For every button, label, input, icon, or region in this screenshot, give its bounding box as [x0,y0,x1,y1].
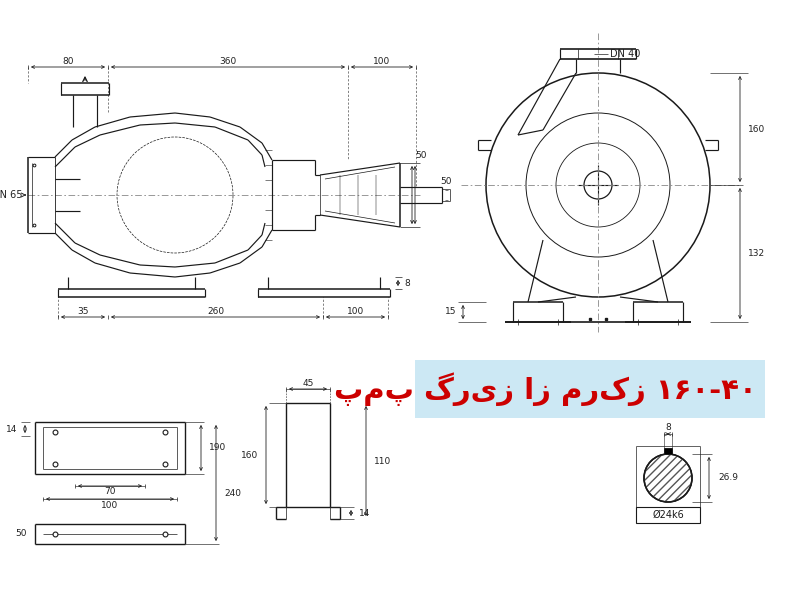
Text: 360: 360 [219,56,237,65]
Text: 8: 8 [404,279,409,288]
Text: 45: 45 [303,378,314,387]
Text: 70: 70 [105,487,116,496]
Circle shape [644,454,692,502]
Text: پمپ گریز از مرکز ۱۶۰-۴۰: پمپ گریز از مرکز ۱۶۰-۴۰ [334,372,757,406]
Text: 50: 50 [16,530,27,538]
Text: 160: 160 [748,125,765,133]
Text: DN 40: DN 40 [610,49,641,59]
Text: 80: 80 [63,56,74,65]
Text: 132: 132 [748,249,765,258]
Text: 15: 15 [444,308,456,317]
Text: 110: 110 [374,457,391,466]
Bar [664,448,672,454]
Text: 100: 100 [101,500,119,509]
Text: 26.9: 26.9 [718,473,738,483]
Text: DN 65: DN 65 [0,190,22,200]
Text: 100: 100 [373,56,390,65]
Text: 190: 190 [209,444,227,452]
Text: Ø24k6: Ø24k6 [652,510,683,520]
Text: 14: 14 [6,425,17,433]
Text: 260: 260 [207,307,224,315]
Text: 50: 50 [440,177,451,186]
Text: 14: 14 [359,509,371,518]
Bar [415,360,765,418]
Text: 160: 160 [241,451,258,460]
Text: 240: 240 [224,489,241,498]
Text: 35: 35 [78,307,89,315]
Text: 50: 50 [415,151,427,160]
Text: 100: 100 [347,307,364,315]
Bar [636,507,700,523]
Text: 8: 8 [665,423,671,432]
